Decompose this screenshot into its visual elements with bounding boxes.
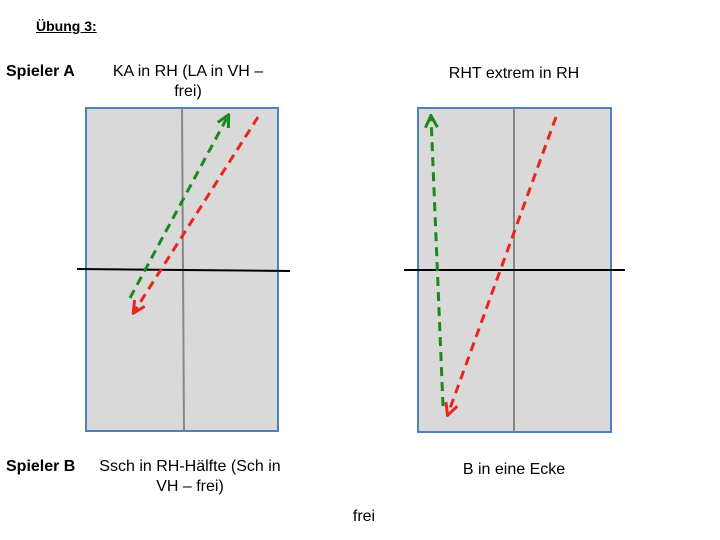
- task: KA in RH (LA in VH – frei): [112, 63, 264, 100]
- arrow: [431, 117, 445, 407]
- arrow: [128, 116, 228, 299]
- title: Übung 3:: [36, 18, 97, 34]
- note: frei: [352, 508, 376, 525]
- player-label: Spieler A: [6, 63, 75, 80]
- net: [76, 268, 291, 272]
- task: B in eine Ecke: [462, 461, 566, 478]
- task: RHT extrem in RH: [448, 65, 580, 82]
- arrow: [134, 116, 260, 312]
- task: Ssch in RH-Hälfte (Sch in VH – frei): [99, 458, 281, 495]
- arrow: [448, 116, 558, 414]
- player-label: Spieler B: [6, 458, 76, 475]
